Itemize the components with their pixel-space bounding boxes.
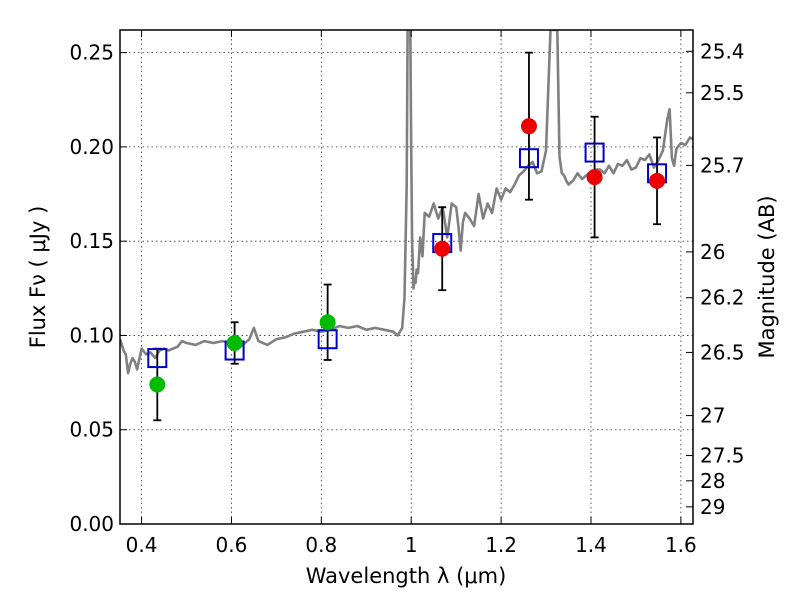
y2-tick-label: 27.5: [700, 444, 745, 468]
y-tick-label: 0.20: [69, 135, 114, 159]
observed-photometry-layer: [149, 118, 666, 393]
tick-layer: 0.4 0.6 0.8 1 1.2 1.4 1.6 0.00 0.05 0.10 0.15 0.20 0…: [69, 30, 745, 557]
x-tick-label: 0.4: [126, 533, 158, 557]
y2-tick-label: 25.7: [700, 153, 745, 177]
y2-tick-label: 29: [700, 495, 725, 519]
observed-optical-point: [319, 314, 336, 331]
x-tick-label: 1.4: [575, 533, 607, 557]
x-tick-label: 0.8: [305, 533, 337, 557]
model-photometry-layer: [147, 142, 668, 369]
y2-axis-label: Magnitude (AB): [755, 195, 779, 358]
y2-tick-label: 26.5: [700, 340, 745, 364]
observed-nir-point: [586, 169, 603, 186]
y-tick-label: 0.15: [69, 229, 114, 253]
y-tick-label: 0.25: [69, 41, 114, 65]
model-spectrum-line: [120, 30, 693, 375]
y2-tick-label: 26.2: [700, 286, 745, 310]
model-layer: [120, 30, 693, 375]
y2-tick-label: 25.4: [700, 39, 745, 63]
model-photometry-square: [584, 142, 605, 163]
y2-tick-label: 28: [700, 469, 725, 493]
observed-optical-point: [149, 376, 166, 393]
observed-nir-point: [520, 118, 537, 135]
x-tick-label: 0.6: [216, 533, 248, 557]
y-tick-label: 0.05: [69, 418, 114, 442]
observed-nir-point: [649, 172, 666, 189]
x-tick-label: 1: [405, 533, 418, 557]
model-photometry-square: [147, 348, 168, 369]
x-tick-label: 1.2: [485, 533, 517, 557]
plot-frame: [119, 29, 694, 525]
x-tick-label: 1.6: [665, 533, 697, 557]
y2-tick-label: 25.5: [700, 81, 745, 105]
y2-tick-label: 26: [700, 240, 725, 264]
observed-nir-point: [434, 240, 451, 257]
y-tick-label: 0.10: [69, 323, 114, 347]
model-photometry-square: [518, 148, 539, 169]
observed-optical-point: [226, 334, 243, 351]
y-axis-label: Flux Fν ( μJy ): [26, 206, 50, 349]
x-axis-label: Wavelength λ (μm): [306, 564, 507, 588]
y-tick-label: 0.00: [69, 512, 114, 536]
y2-tick-label: 27: [700, 404, 725, 428]
